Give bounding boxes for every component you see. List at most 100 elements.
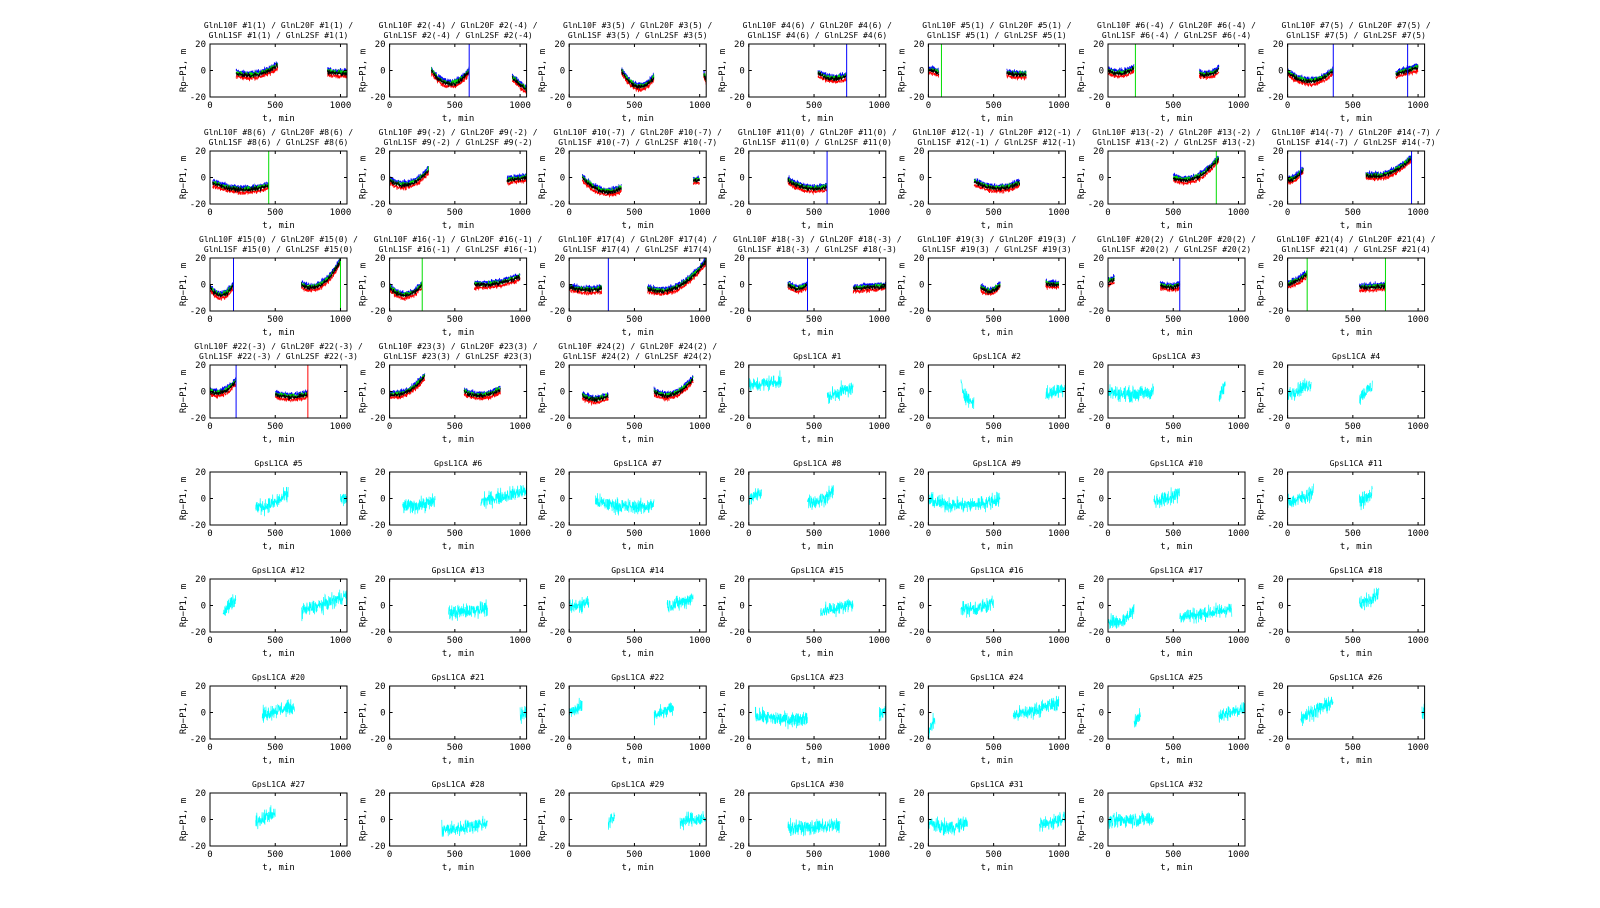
x-tick-label: 1000: [330, 743, 352, 753]
data-area: [748, 370, 854, 404]
glonass-trace: [274, 392, 309, 401]
y-tick-label: 20: [734, 789, 745, 799]
x-tick-label: 0: [746, 422, 751, 432]
axes-box: [927, 578, 1066, 633]
x-tick-label: 500: [626, 422, 642, 432]
y-tick-label: 0: [380, 602, 385, 612]
subplot-title-line: GlnL10F #5(1) / GlnL20F #5(1) /: [922, 21, 1071, 30]
glonass-trace: [817, 70, 847, 79]
axes-box: [389, 43, 528, 98]
y-tick-label: 0: [560, 709, 565, 719]
subplot-title-line: GlnL1SF #23(3) / GlnL2SF #23(3): [383, 352, 532, 361]
gps-trace: [748, 370, 782, 392]
y-axis-label: Rp−P1, m: [179, 584, 189, 627]
y-axis-label: Rp−P1, m: [538, 49, 548, 92]
subplot-title-line: GlnL1SF #4(6) / GlnL2SF #4(6): [747, 31, 887, 40]
subplot-title-line: GpsL1CA #21: [432, 673, 485, 682]
y-tick-label: 20: [1273, 575, 1284, 585]
x-tick-label: 1000: [1407, 529, 1429, 539]
subplot-title-line: GlnL10F #12(-1) / GlnL20F #12(-1) /: [913, 128, 1082, 137]
subplot-title-line: GpsL1CA #31: [970, 780, 1023, 789]
y-tick-label: 20: [554, 789, 565, 799]
data-area: [928, 44, 1027, 97]
x-axis-label: t, min: [1160, 328, 1193, 338]
subplot-title-line: GlnL1SF #12(-1) / GlnL2SF #12(-1): [917, 138, 1076, 147]
x-axis-label: t, min: [981, 756, 1014, 766]
glonass-trace: [474, 274, 521, 288]
y-tick-label: -20: [190, 200, 206, 210]
subplot-title-line: GpsL1CA #2: [973, 352, 1021, 361]
x-tick-label: 1000: [1228, 208, 1250, 218]
subplot-title: GpsL1CA #2: [973, 352, 1021, 361]
subplot-title-line: GpsL1CA #4: [1332, 352, 1380, 361]
data-area: [960, 379, 1066, 410]
y-tick-label: -20: [369, 200, 385, 210]
x-tick-label: 1000: [1228, 850, 1250, 860]
y-tick-label: 0: [919, 602, 924, 612]
y-tick-label: 0: [1099, 388, 1104, 398]
x-axis-label: t, min: [1340, 542, 1373, 552]
y-tick-label: -20: [190, 414, 206, 424]
y-axis-label: Rp−P1, m: [897, 370, 907, 413]
y-tick-label: 20: [1273, 254, 1284, 264]
x-tick-label: 1000: [330, 529, 352, 539]
y-axis-label: Rp−P1, m: [179, 156, 189, 199]
y-axis-label: Rp−P1, m: [538, 477, 548, 520]
y-tick-label: 20: [1093, 254, 1104, 264]
gps-trace: [1359, 485, 1373, 511]
x-tick-label: 0: [207, 422, 212, 432]
data-area: [1359, 587, 1380, 611]
y-tick-label: -20: [1267, 521, 1283, 531]
gps-trace: [960, 379, 975, 410]
y-axis-label: Rp−P1, m: [538, 156, 548, 199]
y-tick-label: 20: [914, 789, 925, 799]
data-area: [817, 44, 848, 97]
y-tick-label: -20: [908, 414, 924, 424]
y-tick-label: 20: [195, 254, 206, 264]
y-axis-label: Rp−P1, m: [897, 263, 907, 306]
y-tick-label: 0: [739, 816, 744, 826]
y-axis-label: Rp−P1, m: [897, 691, 907, 734]
axes-box: [389, 150, 528, 205]
y-tick-label: -20: [1088, 307, 1104, 317]
x-axis-label: t, min: [1340, 435, 1373, 445]
y-axis-label: Rp−P1, m: [1257, 691, 1267, 734]
x-tick-label: 0: [746, 529, 751, 539]
y-tick-label: -20: [549, 414, 565, 424]
x-tick-label: 1000: [1407, 422, 1429, 432]
x-tick-label: 1000: [689, 850, 711, 860]
axes-box: [209, 792, 348, 847]
gps-trace: [1108, 604, 1135, 629]
subplot-title-line: GpsL1CA #24: [970, 673, 1023, 682]
subplot-title: GpsL1CA #16: [970, 566, 1023, 575]
x-axis-label: t, min: [442, 328, 475, 338]
x-tick-label: 500: [986, 636, 1002, 646]
data-area: [1300, 696, 1425, 727]
gps-trace: [1108, 810, 1154, 830]
axes-box: [748, 792, 887, 847]
x-tick-label: 1000: [689, 101, 711, 111]
glonass-trace: [506, 173, 527, 181]
x-tick-label: 500: [447, 422, 463, 432]
x-tick-label: 500: [626, 743, 642, 753]
subplot-title-line: GlnL10F #23(3) / GlnL20F #23(3) /: [379, 342, 538, 351]
y-tick-label: 20: [914, 682, 925, 692]
y-tick-label: 20: [554, 361, 565, 371]
x-axis-label: t, min: [801, 863, 834, 873]
subplot-title-line: GlnL10F #10(-7) / GlnL20F #10(-7) /: [553, 128, 722, 137]
x-tick-label: 500: [447, 529, 463, 539]
x-tick-label: 0: [566, 636, 571, 646]
x-tick-label: 1000: [868, 743, 890, 753]
y-tick-label: 20: [375, 575, 386, 585]
glonass-trace: [431, 67, 470, 86]
subplot-title-line: GlnL10F #8(6) / GlnL20F #8(6) /: [204, 128, 353, 137]
gps-trace: [1108, 383, 1154, 403]
glonass-trace: [1365, 159, 1412, 182]
y-tick-label: 0: [1099, 174, 1104, 184]
glonass-trace: [1006, 73, 1027, 81]
